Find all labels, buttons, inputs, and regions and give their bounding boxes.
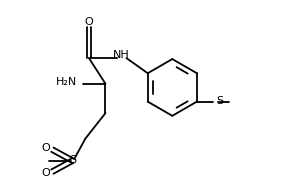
Text: S: S [69,155,76,165]
Text: O: O [42,143,51,153]
Text: H₂N: H₂N [56,77,77,87]
Text: NH: NH [113,50,129,60]
Text: S: S [217,96,224,106]
Text: O: O [85,17,93,27]
Text: O: O [42,168,51,178]
